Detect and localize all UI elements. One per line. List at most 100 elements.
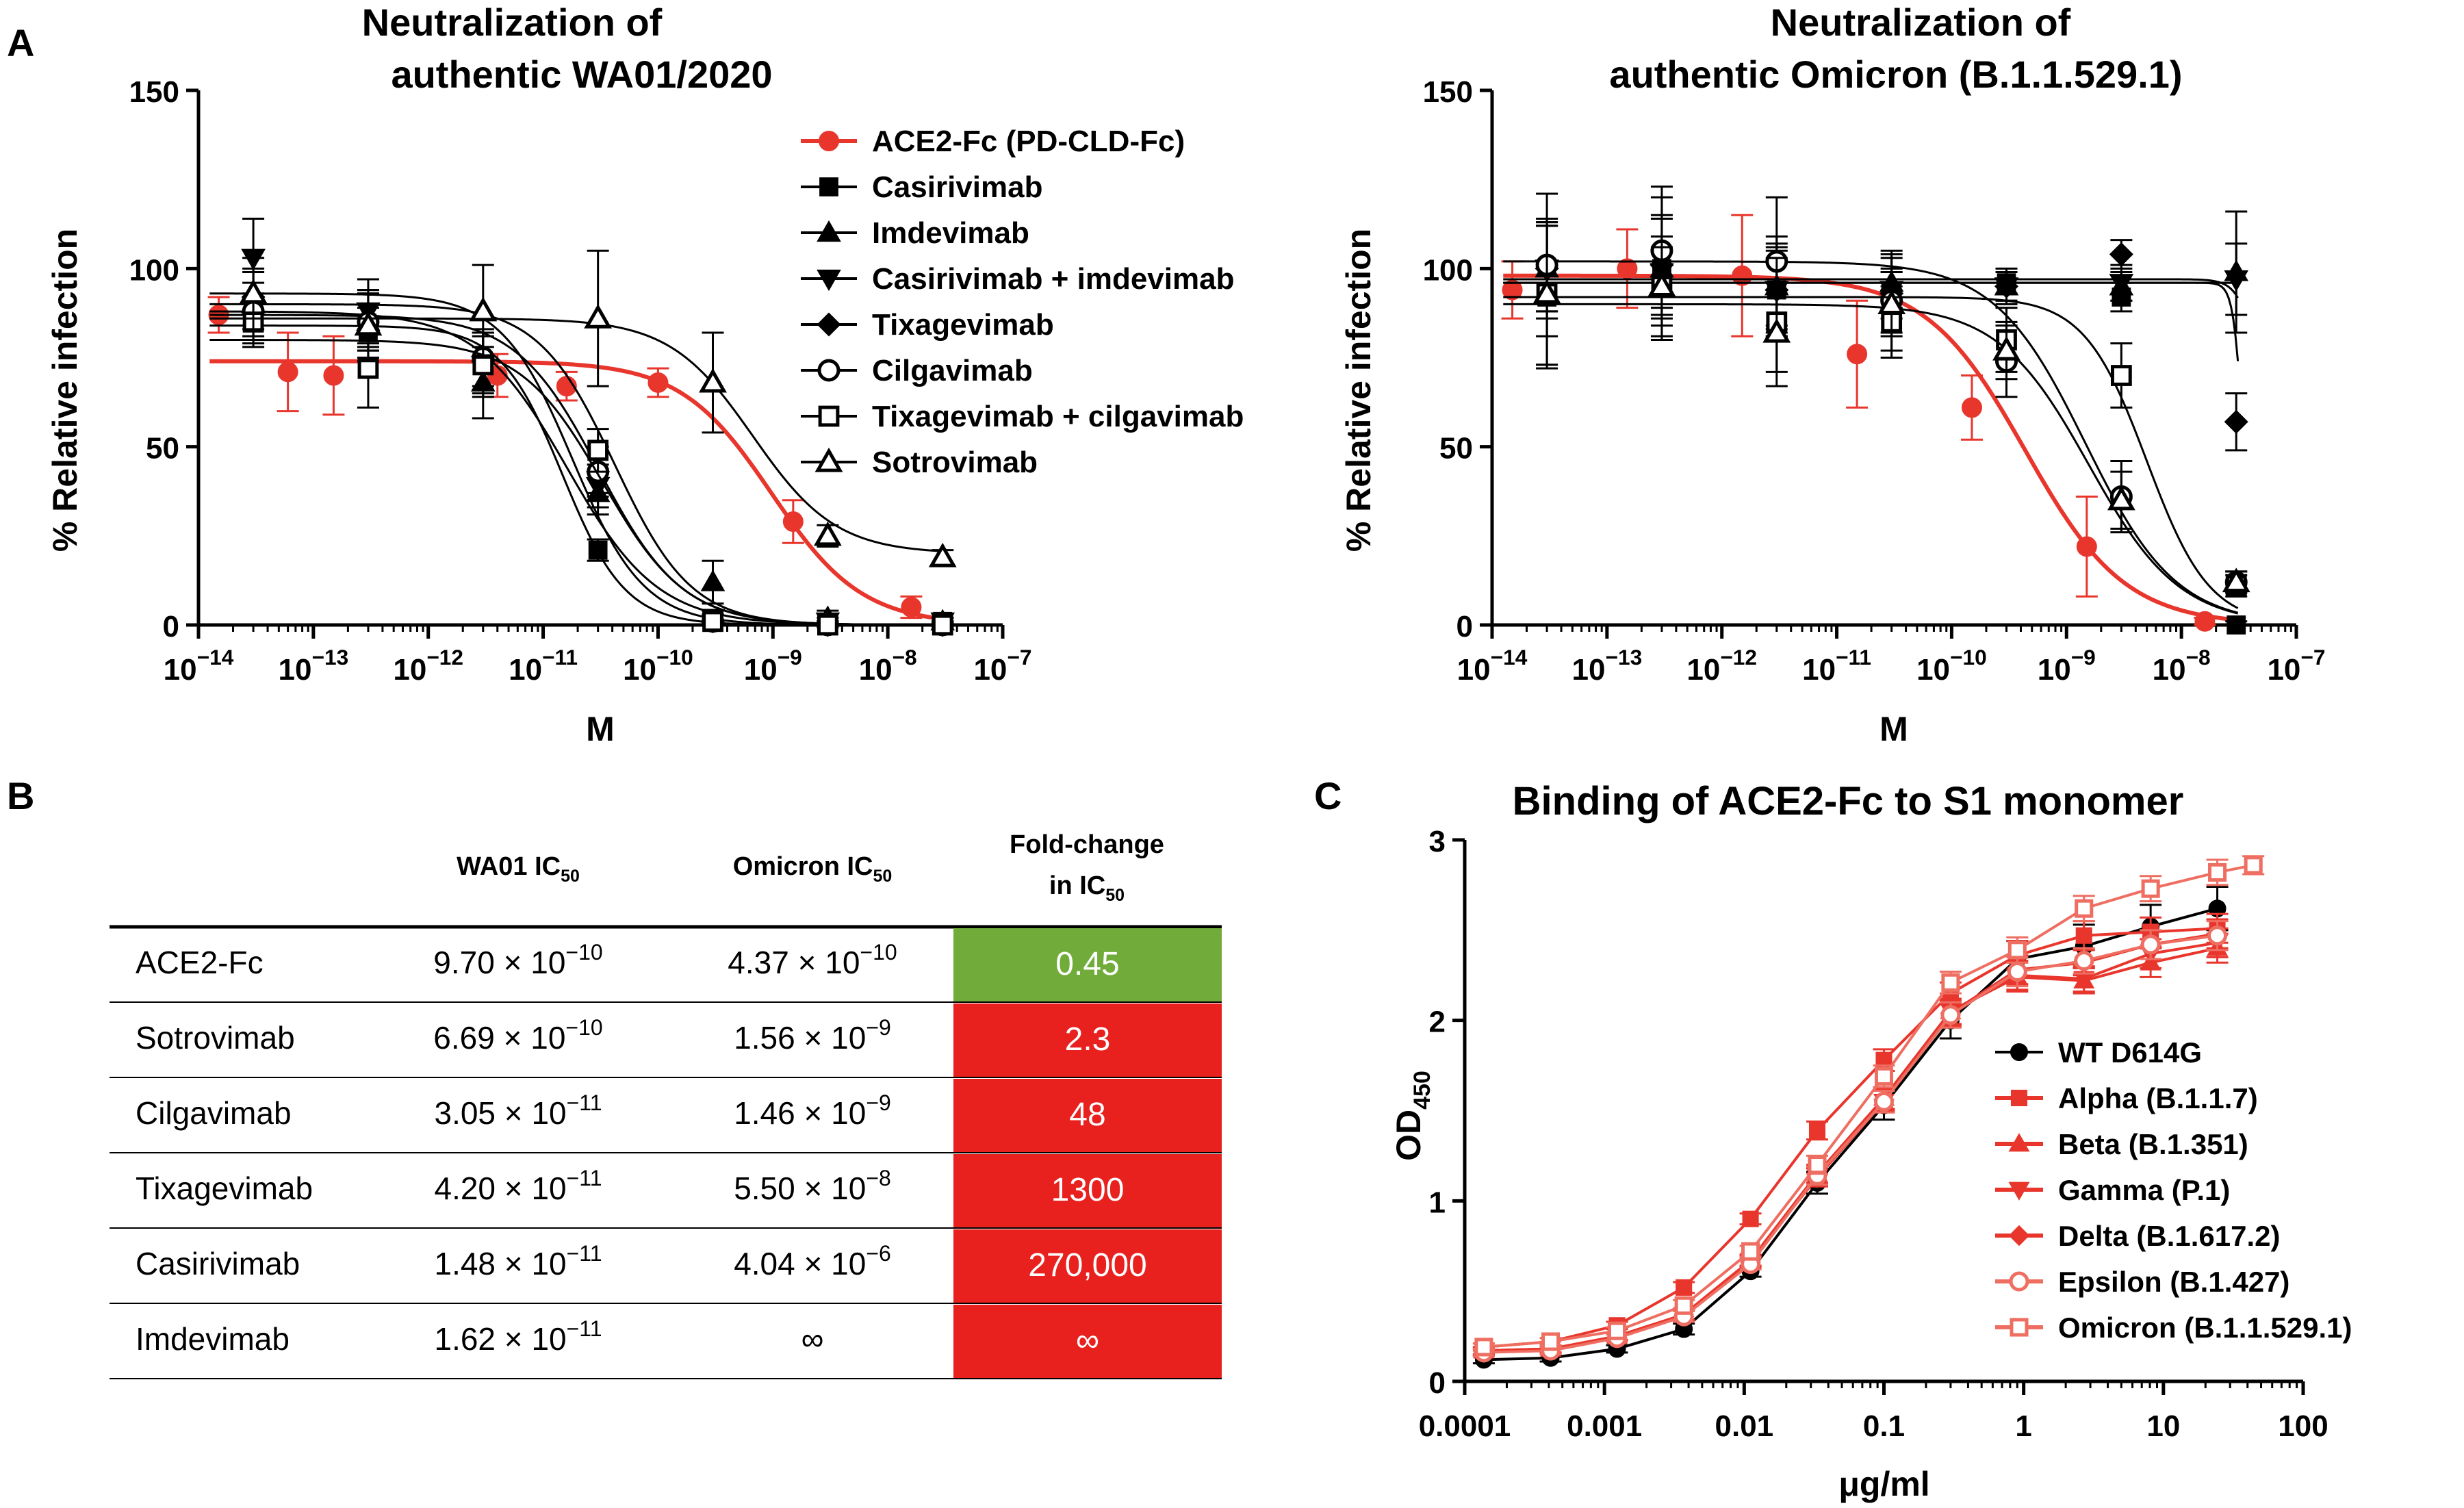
ic50-omicron: 1.56 × 10−9 (734, 1015, 891, 1056)
x-tick-label: 10−13 (1572, 645, 1643, 687)
chart-binding-title: Binding of ACE2-Fc to S1 monomer (1513, 779, 2184, 823)
legend-label: Tixagevimab (872, 308, 1054, 342)
data-point-ace2-fc-pd-cld-fc (323, 365, 344, 386)
x-tick-label: 0.0001 (1419, 1409, 1511, 1443)
data-point-alpha-b-1-1-7 (1676, 1279, 1693, 1296)
data-point-ace2-fc-pd-cld-fc (277, 361, 298, 383)
ic50-omicron: 5.50 × 10−8 (734, 1166, 891, 1206)
legend-label: Epsilon (B.1.427) (2058, 1266, 2289, 1298)
legend-item-cilgavimab: Cilgavimab (801, 354, 1033, 387)
chart-wa01-ylabel: % Relative infection (46, 229, 84, 552)
ic50-wa01: 6.69 × 10−10 (433, 1015, 602, 1056)
data-point-ace2-fc-pd-cld-fc (1961, 397, 1982, 418)
fold-change-cell (953, 1229, 1222, 1303)
data-point-omicron-b-1-1-529-1 (1941, 973, 1960, 992)
legend-label: Casirivimab + imdevimab (872, 262, 1234, 296)
chart-binding-ylabel: OD450 (1389, 1071, 1435, 1161)
data-point-omicron-b-1-1-529-1 (1541, 1332, 1561, 1351)
data-point-epsilon-b-1-427 (1940, 1005, 1961, 1025)
line-wt-d614g (1483, 907, 2218, 1362)
y-tick-label: 2 (1429, 1006, 1446, 1039)
legend-label: Sotrovimab (872, 446, 1038, 479)
data-point-sotrovimab (1647, 272, 1676, 296)
legend-item-casirivimab: Casirivimab (801, 170, 1042, 204)
fold-change-value: 48 (1069, 1097, 1105, 1133)
data-point-epsilon-b-1-427 (2007, 961, 2027, 982)
header-fold-line2: in IC50 (1049, 871, 1125, 905)
x-tick-label: 10−12 (1686, 645, 1757, 687)
chart-omicron-plot: 0 50 100 150 10−14 10−13 10−12 10−11 10−10 10−9 10… (1423, 75, 2326, 687)
data-point-sotrovimab (699, 368, 727, 393)
fit-curve-tixagevimab-cilgavimab (209, 339, 945, 626)
fold-change-cell (953, 1079, 1222, 1153)
fold-change-value: 1300 (1051, 1172, 1125, 1208)
legend-item-alpha-b-1-1-7: Alpha (B.1.1.7) (1995, 1082, 2258, 1114)
ic50-wa01: 1.62 × 10−11 (434, 1316, 602, 1357)
fold-change-value: 0.45 (1055, 946, 1119, 982)
legend-marker-beta-b-1-351 (2008, 1133, 2030, 1152)
row-name: Sotrovimab (136, 1020, 295, 1056)
chart-omicron-title-line2: authentic Omicron (B.1.1.529.1) (1609, 53, 2182, 96)
data-point-epsilon-b-1-427 (2074, 951, 2094, 971)
legend-marker-omicron-b-1-1-529-1 (2010, 1318, 2029, 1337)
x-tick-label: 10−8 (2153, 645, 2211, 687)
data-point-sotrovimab (1992, 335, 2020, 361)
legend-label: Delta (B.1.617.2) (2058, 1220, 2280, 1252)
data-point-alpha-b-1-1-7 (1742, 1210, 1759, 1227)
table-row: Casirivimab 1.48 × 10−11 4.04 × 10−6 270,00… (110, 1229, 1222, 1304)
fold-change-value: ∞ (1076, 1322, 1099, 1359)
header-wa01: WA01 IC50 (457, 852, 580, 886)
series-sotrovimab (1503, 221, 2250, 615)
x-tick-label: 10−9 (2038, 645, 2096, 687)
data-point-epsilon-b-1-427 (2140, 934, 2161, 955)
ic50-omicron: 1.46 × 10−9 (734, 1090, 891, 1131)
chart-binding-plot: 0 1 2 3 0.0001 0.001 0.01 0.1 1 10 100 (1419, 825, 2328, 1443)
legend-item-beta-b-1-351: Beta (B.1.351) (1995, 1128, 2248, 1160)
data-point-omicron-b-1-1-529-1 (2007, 941, 2027, 960)
fold-change-cell (953, 928, 1222, 1002)
data-point-tixagevimab-cilgavimab (932, 614, 953, 636)
data-point-sotrovimab (239, 279, 268, 304)
data-point-omicron-b-1-1-529-1 (1607, 1321, 1627, 1340)
legend-marker-ace2-fc-pd-cld-fc (819, 131, 839, 151)
data-point-ace2-fc-pd-cld-fc (647, 372, 669, 393)
chart-wa01-plot: 0 50 100 150 10−14 10−13 10−12 10−11 10−10 10−9 10… (129, 75, 1032, 687)
x-tick-label: 10−12 (393, 645, 463, 687)
chart-omicron: Neutralization of authentic Omicron (B.1… (1339, 1, 2326, 748)
panel-label-c: C (1314, 774, 1342, 817)
table-row: Sotrovimab 6.69 × 10−10 1.56 × 10−9 2.3 (110, 1004, 1222, 1078)
data-point-tixagevimab-cilgavimab (702, 611, 723, 632)
y-tick-label: 100 (129, 253, 179, 287)
ic50-omicron: 4.04 × 10−6 (734, 1241, 891, 1281)
data-point-tixagevimab (2109, 242, 2133, 267)
data-point-sotrovimab (813, 521, 842, 546)
data-point-tixagevimab-cilgavimab (817, 614, 838, 636)
data-point-omicron-b-1-1-529-1 (1741, 1242, 1760, 1261)
series-ace2-fc-pd-cld-fc (1501, 214, 2238, 632)
chart-binding-xlabel: μg/ml (1838, 1465, 1929, 1503)
legend-label: Gamma (P.1) (2058, 1174, 2230, 1206)
table-header: WA01 IC50 Omicron IC50 Fold-change in IC… (457, 830, 1164, 905)
table-row: Cilgavimab 3.05 × 10−11 1.46 × 10−9 48 (110, 1079, 1222, 1153)
chart-omicron-ylabel: % Relative infection (1339, 229, 1378, 552)
y-tick-label: 0 (163, 610, 179, 643)
x-tick-label: 1 (2015, 1409, 2031, 1443)
legend-marker-tixagevimab-cilgavimab (818, 405, 840, 427)
chart-wa01: Neutralization of authentic WA01/2020 % … (46, 1, 1244, 748)
x-tick-label: 10 (2146, 1409, 2180, 1443)
row-name: Tixagevimab (136, 1171, 313, 1206)
data-point-alpha-b-1-1-7 (2075, 927, 2092, 944)
row-name: Cilgavimab (136, 1095, 292, 1131)
fold-change-cell (953, 1305, 1222, 1379)
legend-label: Cilgavimab (872, 354, 1033, 387)
panel-label-b: B (7, 774, 34, 817)
row-name: Imdevimab (136, 1321, 290, 1357)
y-tick-label: 50 (146, 432, 179, 465)
data-point-ace2-fc-pd-cld-fc (782, 511, 804, 533)
data-point-imdevimab (700, 570, 726, 591)
legend-label: Casirivimab (872, 170, 1042, 204)
data-point-omicron-b-1-1-529-1 (1474, 1338, 1493, 1357)
y-tick-label: 0 (1429, 1366, 1446, 1400)
chart-omicron-title-line1: Neutralization of (1771, 1, 2071, 44)
